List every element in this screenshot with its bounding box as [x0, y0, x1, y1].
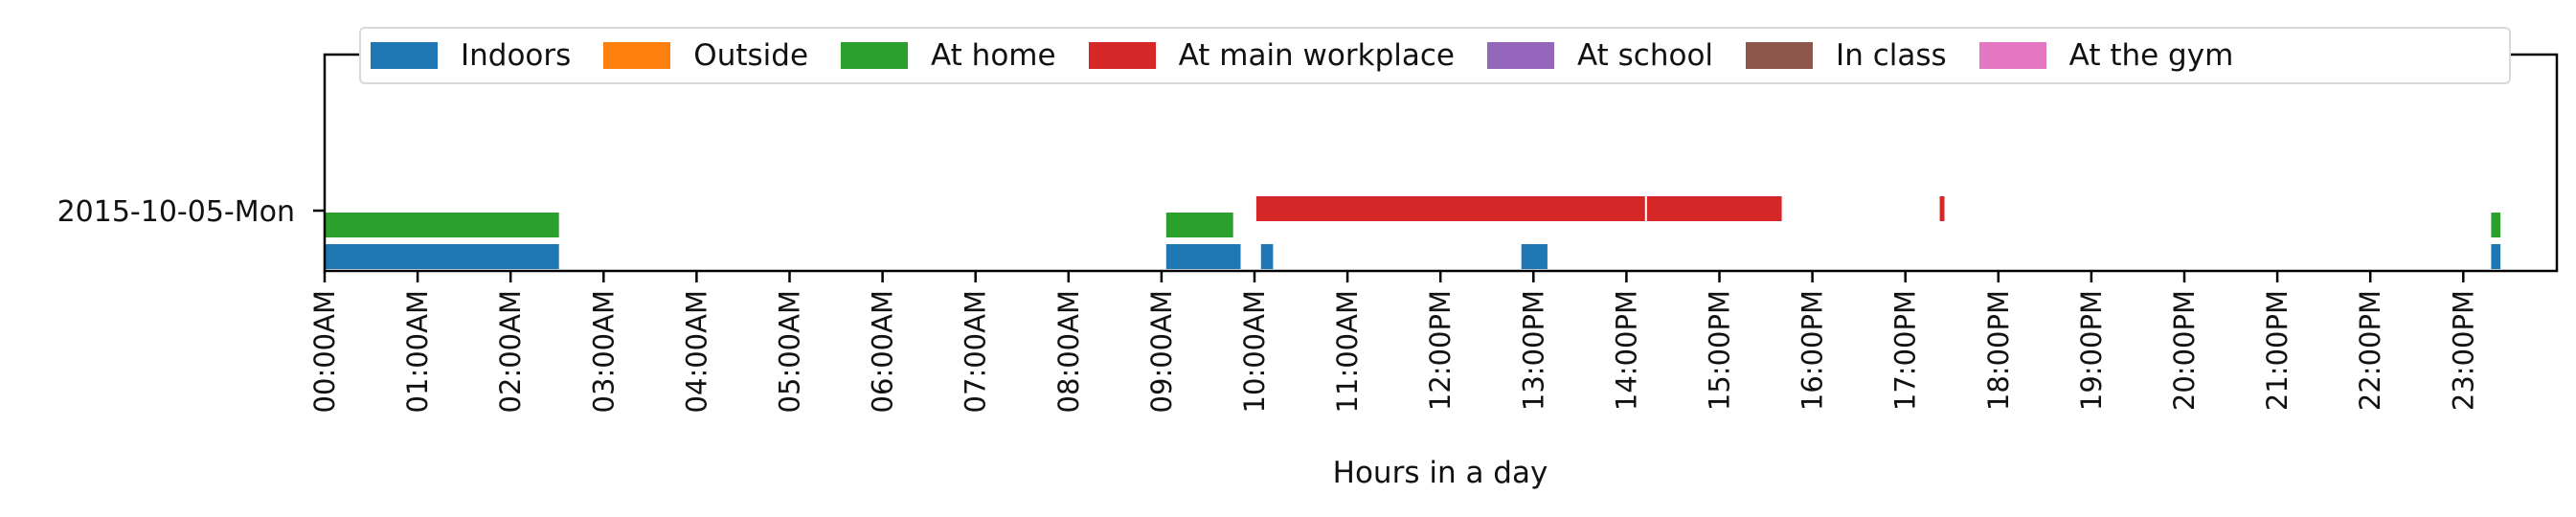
legend-label: Indoors	[461, 38, 572, 73]
legend-item: At school	[1486, 38, 1714, 73]
x-tick-label: 11:00AM	[1331, 290, 1364, 413]
x-tick-label: 22:00PM	[2354, 290, 2386, 411]
legend-label: In class	[1836, 38, 1947, 73]
legend-swatch	[841, 42, 909, 69]
legend-item: At home	[841, 38, 1056, 73]
bar-at-home	[1165, 213, 1233, 237]
legend-label: At home	[931, 38, 1056, 73]
legend-item: Indoors	[371, 38, 571, 73]
x-tick-label: 15:00PM	[1704, 290, 1736, 411]
legend-swatch	[1486, 42, 1554, 69]
legend-swatch	[371, 42, 438, 69]
x-axis-label: Hours in a day	[1333, 456, 1548, 490]
bar-indoors	[325, 244, 559, 269]
bar-indoors	[1521, 244, 1548, 269]
legend-swatch	[603, 42, 671, 69]
x-tick-label: 19:00PM	[2075, 290, 2108, 411]
legend-label: At main workplace	[1178, 38, 1455, 73]
x-tick-label: 17:00PM	[1889, 290, 1922, 411]
x-tick-label: 00:00AM	[308, 290, 341, 413]
legend-swatch	[1746, 42, 1814, 69]
plot-frame	[323, 53, 2559, 273]
x-tick-label: 18:00PM	[1982, 290, 2015, 411]
x-tick-label: 09:00AM	[1145, 290, 1178, 413]
x-tick-label: 02:00AM	[494, 290, 527, 413]
legend-label: Outside	[693, 38, 809, 73]
x-tick-label: 06:00AM	[867, 290, 899, 413]
bar-indoors	[2491, 244, 2501, 269]
x-tick-label: 04:00AM	[680, 290, 712, 413]
bar-at-main-workplace	[1939, 196, 1945, 221]
legend-item: At main workplace	[1088, 38, 1455, 73]
x-tick-label: 10:00AM	[1238, 290, 1271, 413]
x-tick-label: 03:00AM	[587, 290, 620, 413]
legend-label: At school	[1576, 38, 1714, 73]
x-tick-label: 08:00AM	[1052, 290, 1085, 413]
x-tick-label: 21:00PM	[2261, 290, 2294, 411]
legend-item: Outside	[603, 38, 808, 73]
bar-at-main-workplace	[1646, 196, 1782, 221]
x-tick-label: 07:00AM	[960, 290, 992, 413]
legend-label: At the gym	[2068, 38, 2234, 73]
legend: Indoors Outside At home At main workplace At…	[359, 27, 2511, 84]
x-tick-label: 13:00PM	[1517, 290, 1549, 411]
y-tick-label: 2015-10-05-Mon	[57, 195, 295, 229]
legend-swatch	[1978, 42, 2046, 69]
x-tick-label: 23:00PM	[2447, 290, 2479, 411]
bar-indoors	[1165, 244, 1241, 269]
bar-at-main-workplace	[1255, 196, 1645, 221]
x-tick-label: 16:00PM	[1796, 290, 1829, 411]
bar-at-home	[2491, 213, 2501, 237]
bar-at-home	[325, 213, 559, 237]
legend-item: In class	[1746, 38, 1947, 73]
x-tick-label: 01:00AM	[401, 290, 434, 413]
legend-item: At the gym	[1978, 38, 2234, 73]
x-tick-label: 20:00PM	[2168, 290, 2201, 411]
x-tick-label: 14:00PM	[1610, 290, 1642, 411]
x-tick-label: 12:00PM	[1424, 290, 1457, 411]
x-axis: 00:00AM 01:00AM 02:00AM 03:00AM 04:00AM 05:00…	[308, 271, 2479, 413]
legend-swatch	[1088, 42, 1156, 69]
x-tick-label: 05:00AM	[774, 290, 806, 413]
bars-layer	[325, 196, 2501, 269]
bar-indoors	[1260, 244, 1274, 269]
